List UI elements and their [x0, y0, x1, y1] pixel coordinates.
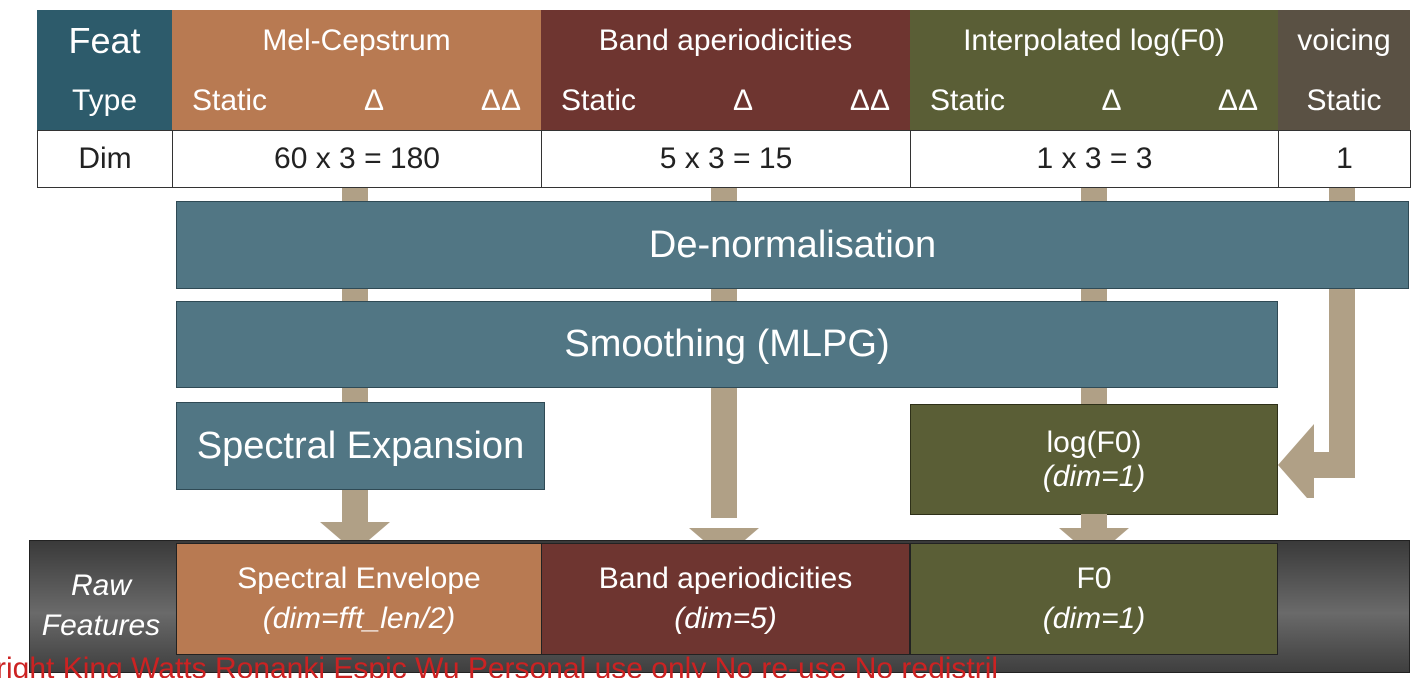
- spectral-envelope-dim: (dim=fft_len/2): [262, 602, 456, 635]
- denormalisation-block: De-normalisation: [176, 201, 1409, 289]
- voicing-header: voicing: [1278, 10, 1410, 72]
- f0-type-delta: Δ: [1101, 84, 1122, 117]
- band-type-static: Static: [561, 84, 637, 117]
- mel-type-static: Static: [192, 84, 268, 117]
- f0-output-title: F0: [1076, 562, 1112, 595]
- f0-type-static: Static: [930, 84, 1006, 117]
- copyright-notice: right King Watts Ronanki Espic Wu Person…: [0, 654, 996, 678]
- spectral-envelope-title: Spectral Envelope: [237, 562, 481, 595]
- band-aperiodicities-header: Band aperiodicities: [541, 10, 910, 72]
- interpolated-logf0-header: Interpolated log(F0): [910, 10, 1278, 72]
- smoothing-mlpg-block: Smoothing (MLPG): [176, 301, 1278, 388]
- band-aperiodicities-output-title: Band aperiodicities: [598, 562, 853, 595]
- f0-output: F0 (dim=1): [910, 543, 1278, 655]
- band-type-delta-delta: ΔΔ: [849, 84, 890, 117]
- band-aperiodicities-output-dim: (dim=5): [674, 602, 777, 635]
- type-header-label: Type: [37, 72, 172, 130]
- mel-cepstrum-header: Mel-Cepstrum: [172, 10, 541, 72]
- f0-output-dim: (dim=1): [1042, 602, 1146, 635]
- mel-dim: 60 x 3 = 180: [172, 130, 542, 188]
- logf0-title: log(F0): [1046, 425, 1142, 459]
- mel-type-delta: Δ: [363, 84, 384, 117]
- logf0-block: log(F0) (dim=1): [910, 404, 1278, 515]
- band-type-delta: Δ: [732, 84, 753, 117]
- band-dim: 5 x 3 = 15: [541, 130, 911, 188]
- mel-type-delta-delta: ΔΔ: [480, 84, 521, 117]
- raw-features-label-line2: Features: [41, 609, 161, 642]
- voicing-type-static: Static: [1278, 72, 1410, 130]
- raw-features-label: Raw Features: [30, 566, 172, 656]
- mel-type-row: Static Δ ΔΔ: [172, 72, 541, 130]
- f0-dim: 1 x 3 = 3: [910, 130, 1279, 188]
- dim-header-label: Dim: [37, 130, 173, 188]
- voicing-dim: 1: [1278, 130, 1411, 188]
- spectral-envelope-output: Spectral Envelope (dim=fft_len/2): [176, 543, 542, 655]
- f0-type-delta-delta: ΔΔ: [1217, 84, 1258, 117]
- spectral-expansion-block: Spectral Expansion: [176, 402, 545, 490]
- raw-features-label-line1: Raw: [70, 569, 131, 602]
- logf0-dim: (dim=1): [1042, 459, 1146, 493]
- mel-arrowhead: [320, 494, 390, 552]
- band-aperiodicities-output: Band aperiodicities (dim=5): [541, 543, 910, 655]
- feat-header-label: Feat: [37, 10, 172, 72]
- band-type-row: Static Δ ΔΔ: [541, 72, 910, 130]
- f0-type-row: Static Δ ΔΔ: [910, 72, 1278, 130]
